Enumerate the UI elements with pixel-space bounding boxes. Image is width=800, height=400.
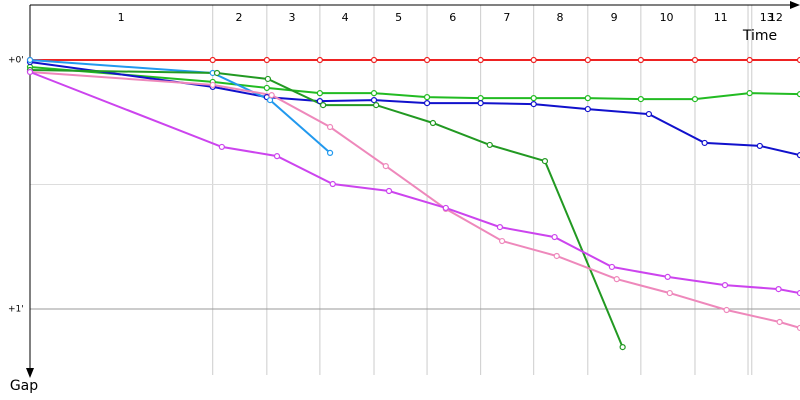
data-point — [756, 142, 763, 150]
data-point — [264, 75, 272, 83]
x-tick-label: 12 — [769, 11, 783, 24]
data-point — [584, 56, 591, 64]
data-point — [796, 152, 800, 159]
data-point — [691, 56, 699, 64]
x-axis-arrow — [790, 1, 800, 9]
data-point — [541, 158, 549, 165]
data-point — [486, 141, 493, 149]
data-point — [723, 306, 730, 314]
data-point — [423, 94, 431, 101]
data-point — [608, 263, 616, 271]
data-point — [530, 95, 537, 102]
x-tick-label: 6 — [449, 11, 456, 24]
series-line — [29, 71, 800, 295]
data-point — [316, 90, 323, 97]
data-point — [429, 119, 437, 127]
y-axis-label: Gap — [10, 378, 38, 394]
data-point — [553, 252, 560, 260]
data-point — [664, 273, 671, 280]
data-point — [619, 344, 626, 351]
data-point — [721, 282, 729, 289]
data-point — [530, 100, 537, 108]
data-point — [498, 237, 506, 245]
data-point — [796, 91, 800, 98]
data-point — [530, 56, 537, 64]
x-tick-label: 13 — [760, 11, 774, 24]
x-tick-label: 7 — [503, 11, 510, 24]
x-tick-label: 4 — [342, 11, 349, 24]
data-point — [442, 204, 449, 212]
data-point — [329, 180, 336, 188]
data-point — [370, 90, 378, 97]
x-tick-label: 9 — [611, 11, 618, 24]
data-point — [263, 84, 270, 92]
data-point — [26, 68, 34, 76]
data-point — [746, 56, 753, 64]
data-point — [382, 162, 389, 170]
data-point — [263, 56, 270, 64]
data-point — [320, 101, 327, 109]
data-point — [691, 96, 699, 103]
series-line — [29, 59, 331, 154]
data-point — [666, 289, 673, 297]
data-point — [326, 149, 334, 157]
data-point — [26, 56, 34, 64]
x-tick-label: 8 — [556, 11, 563, 24]
series-line — [29, 71, 800, 329]
data-point — [477, 95, 484, 102]
data-point — [776, 318, 783, 326]
data-point — [584, 105, 591, 113]
data-point — [496, 223, 504, 231]
data-point — [370, 56, 378, 64]
data-point — [637, 56, 644, 64]
data-point — [273, 153, 281, 160]
x-tick-label: 5 — [395, 11, 402, 24]
data-point — [701, 139, 708, 147]
data-point — [385, 187, 393, 195]
data-point — [796, 56, 800, 64]
data-point — [796, 324, 800, 332]
data-point — [551, 233, 558, 241]
data-point — [268, 92, 275, 99]
data-point — [266, 97, 274, 104]
data-point — [373, 101, 380, 109]
data-point — [326, 123, 334, 131]
data-point — [584, 95, 591, 102]
x-axis-label: Time — [742, 28, 777, 44]
data-point — [218, 143, 225, 151]
data-point — [477, 56, 484, 64]
data-point — [423, 100, 431, 107]
data-point — [775, 285, 782, 293]
data-point — [209, 81, 216, 89]
x-tick-label: 2 — [235, 11, 242, 24]
y-tick-label: +0' — [8, 56, 24, 66]
data-point — [316, 56, 323, 64]
data-point — [796, 289, 800, 297]
y-tick-label: +1' — [8, 305, 24, 315]
x-tick-label: 3 — [289, 11, 296, 24]
data-point — [316, 98, 323, 105]
x-tick-label: 1 — [118, 11, 125, 24]
data-point — [645, 110, 652, 118]
data-point — [213, 69, 221, 77]
data-point — [209, 56, 216, 64]
data-point — [423, 56, 431, 64]
data-point — [746, 90, 753, 97]
data-point — [370, 97, 378, 104]
data-point — [613, 276, 620, 283]
y-axis-arrow — [26, 368, 34, 378]
x-tick-label: 10 — [660, 11, 674, 24]
x-tick-label: 11 — [714, 11, 728, 24]
data-point — [477, 100, 484, 107]
data-point — [637, 96, 644, 103]
